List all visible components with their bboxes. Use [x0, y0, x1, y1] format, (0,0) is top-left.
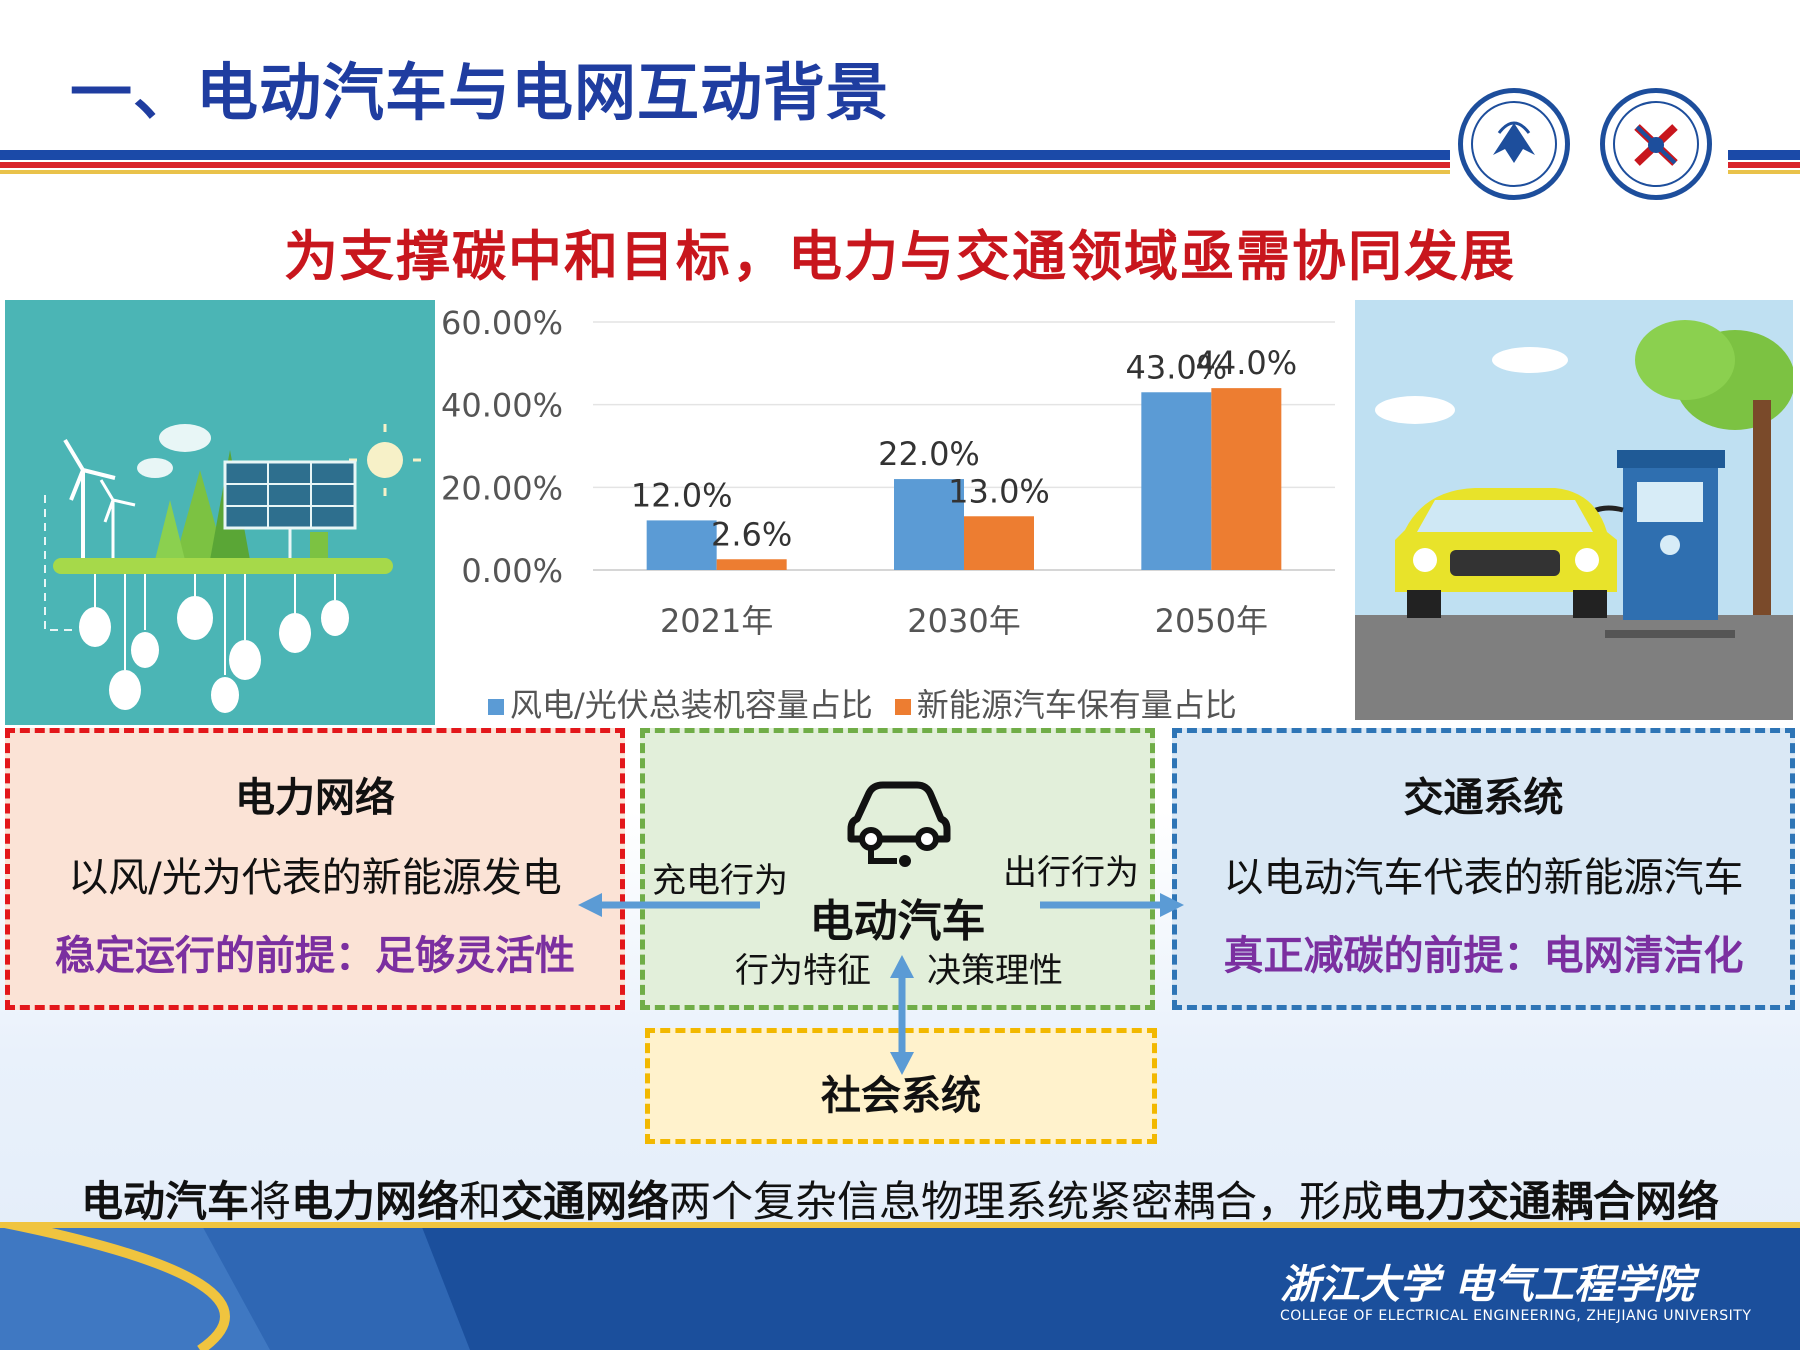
x-tick-label: 2030年 — [907, 602, 1020, 640]
legend-item-series1: 风电/光伏总装机容量占比 — [488, 680, 873, 726]
decision-rationality-label: 决策理性 — [927, 951, 1063, 991]
summary-sentence: 电动汽车将电力网络和交通网络两个复杂信息物理系统紧密耦合，形成电力交通耦合网络 — [0, 1168, 1800, 1229]
power-grid-box: 电力网络 以风/光为代表的新能源发电 稳定运行的前提：足够灵活性 — [5, 728, 625, 1010]
header-stripe-gold — [0, 170, 1450, 174]
traffic-system-title: 交通系统 — [1403, 775, 1564, 821]
summary-middle: 两个复杂信息物理系统紧密耦合，形成 — [669, 1177, 1384, 1226]
x-tick-label: 2050年 — [1155, 602, 1268, 640]
legend-item-series2: 新能源汽车保有量占比 — [894, 680, 1237, 726]
bar-data-label: 44.0% — [1196, 344, 1298, 382]
slide-subtitle: 为支撑碳中和目标，电力与交通领域亟需协同发展 — [284, 225, 1516, 288]
bar-data-label: 22.0% — [878, 435, 980, 473]
zju-seal-logo — [1458, 88, 1570, 200]
ev-charging-illustration — [1355, 300, 1795, 720]
y-tick-label: 0.00% — [461, 552, 563, 590]
traffic-system-box: 交通系统 以电动汽车代表的新能源汽车 真正减碳的前提：电网清洁化 — [1172, 728, 1795, 1010]
bar-data-label: 13.0% — [948, 472, 1050, 510]
ev-box: 充电行为 出行行为 电动汽车 行为特征 决策理性 — [640, 728, 1155, 1010]
footer-band — [0, 1222, 1800, 1350]
legend-label-series2: 新能源汽车保有量占比 — [916, 686, 1237, 724]
chart-y-ticks: 0.00% 20.00% 40.00% 60.00% — [441, 304, 563, 590]
summary-traffic-network: 交通网络 — [501, 1177, 670, 1226]
bar-1 — [894, 479, 964, 570]
power-grid-premise: 稳定运行的前提：足够灵活性 — [55, 933, 575, 979]
bar-data-label: 12.0% — [631, 476, 733, 514]
header-stripe-red — [0, 162, 1450, 168]
x-tick-label: 2021年 — [660, 602, 773, 640]
summary-coupled-network: 电力交通耦合网络 — [1383, 1177, 1720, 1226]
college-seal-logo — [1600, 88, 1712, 200]
car-plug-icon — [847, 781, 951, 867]
legend-label-series1: 风电/光伏总装机容量占比 — [510, 686, 873, 724]
social-system-title: 社会系统 — [821, 1073, 981, 1119]
y-tick-label: 20.00% — [441, 469, 563, 507]
traffic-system-description: 以电动汽车代表的新能源汽车 — [1223, 855, 1744, 901]
summary-ev: 电动汽车 — [80, 1177, 249, 1226]
bar-1 — [1141, 392, 1212, 570]
summary-and: 和 — [458, 1177, 501, 1226]
header-stripe-blue — [0, 150, 1450, 160]
power-grid-description: 以风/光为代表的新能源发电 — [68, 855, 562, 901]
bar-2 — [716, 559, 787, 570]
bar-1 — [646, 520, 717, 570]
y-tick-label: 40.00% — [441, 387, 563, 425]
footer-college-name-cn: 浙江大学 电气工程学院 — [1280, 1262, 1694, 1308]
bar-chart: 0.00% 20.00% 40.00% 60.00% 12.0%2.6% 22.0%13… — [441, 304, 1335, 640]
legend-swatch-series2 — [894, 699, 911, 715]
power-grid-title: 电力网络 — [235, 775, 395, 821]
bar-data-label: 43.0% — [1126, 348, 1228, 386]
traffic-system-premise: 真正减碳的前提：电网清洁化 — [1223, 933, 1744, 979]
social-system-box: 社会系统 — [645, 1028, 1157, 1144]
chart-legend: 风电/光伏总装机容量占比 新能源汽车保有量占比 — [488, 680, 1237, 726]
charging-behavior-label: 充电行为 — [652, 861, 788, 901]
chart-x-ticks: 2021年 2030年 2050年 — [660, 602, 1268, 640]
y-tick-label: 60.00% — [441, 304, 563, 342]
bar-2 — [1211, 388, 1282, 570]
slide-title: 一、电动汽车与电网互动背景 — [70, 56, 890, 129]
ev-title: 电动汽车 — [809, 896, 986, 947]
travel-behavior-label: 出行行为 — [1003, 853, 1139, 893]
summary-jiang: 将 — [248, 1177, 291, 1226]
footer-college-name-en: COLLEGE OF ELECTRICAL ENGINEERING, ZHEJI… — [1280, 1308, 1752, 1324]
bar-data-label: 2.6% — [711, 515, 792, 553]
header-stripe-right-blue — [1728, 150, 1800, 160]
bar-2 — [964, 516, 1034, 570]
behavior-feature-label: 行为特征 — [735, 951, 871, 991]
legend-swatch-series1 — [488, 699, 504, 715]
summary-power-network: 电力网络 — [290, 1177, 459, 1226]
renewable-energy-illustration — [5, 300, 435, 725]
header-stripe-right-red — [1728, 162, 1800, 168]
chart-bars: 12.0%2.6% 22.0%13.0% 43.0%44.0% — [631, 344, 1297, 570]
header-stripe-right-gold — [1728, 170, 1800, 174]
